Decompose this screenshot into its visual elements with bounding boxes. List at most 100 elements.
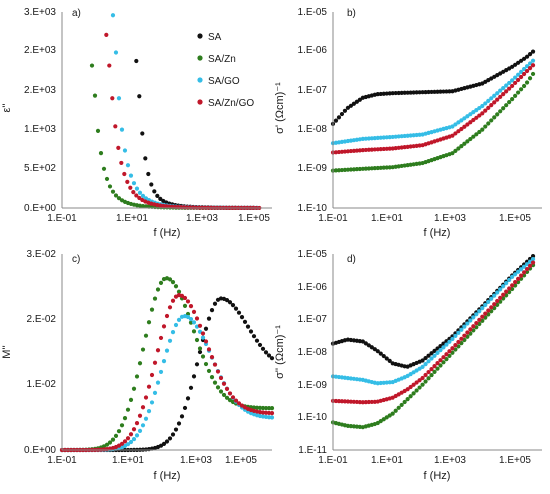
data-point-sa-go	[369, 136, 374, 141]
data-point-sa-zn-go	[450, 133, 455, 138]
data-point-sa-go	[468, 318, 473, 323]
data-point-sa-go	[521, 264, 527, 269]
data-point-sa	[263, 350, 269, 355]
data-point-sa-go	[504, 83, 509, 88]
data-point-sa-go	[152, 390, 158, 395]
data-point-sa-go	[432, 353, 437, 358]
x-tick-label: 1.E-01	[47, 455, 77, 466]
data-point-sa-zn	[152, 296, 158, 301]
data-point-sa-zn	[459, 144, 464, 149]
data-point-sa	[372, 347, 377, 352]
data-point-sa-zn	[158, 280, 164, 285]
data-point-sa-zn-go	[170, 298, 176, 303]
data-point-sa-zn	[101, 166, 107, 171]
data-point-sa	[194, 362, 200, 367]
data-point-sa-zn	[266, 405, 272, 411]
data-point-sa-zn-go	[519, 273, 524, 278]
data-point-sa-go	[465, 114, 470, 119]
data-point-sa-zn-go	[266, 410, 272, 416]
data-point-sa-zn	[113, 433, 119, 438]
data-point-sa-zn-go	[149, 372, 155, 378]
y-tick-label: 3.E-02	[27, 249, 57, 260]
data-point-sa-go	[489, 96, 494, 101]
data-point-sa-zn-go	[432, 364, 437, 369]
data-point-sa-go	[372, 136, 377, 141]
data-point-sa-go	[516, 269, 521, 274]
data-point-sa-zn	[167, 277, 173, 282]
data-point-sa-zn-go	[221, 381, 227, 386]
data-point-sa-go	[176, 317, 182, 322]
data-point-sa-zn-go	[489, 103, 494, 108]
x-tick-label: 1.E+01	[112, 455, 144, 466]
data-point-sa-go	[266, 415, 272, 420]
data-point-sa-zn	[348, 167, 354, 172]
y-tick-label: 5.E+02	[24, 163, 56, 174]
data-point-sa	[345, 105, 351, 110]
data-point-sa	[414, 90, 419, 95]
data-point-sa-zn-go	[137, 413, 143, 418]
data-point-sa-zn	[131, 386, 137, 391]
data-point-sa-zn-go	[122, 439, 128, 444]
y-tick-label: 1.E-05	[298, 7, 328, 18]
data-point-sa-go	[495, 91, 500, 96]
data-point-sa	[348, 103, 354, 108]
data-point-sa-zn	[200, 354, 206, 359]
data-point-sa-zn	[530, 71, 536, 77]
legend-marker-sa-go	[197, 77, 203, 83]
data-point-sa-zn	[110, 189, 116, 194]
y-tick-label: 1.E-05	[298, 249, 328, 260]
data-point-sa	[384, 91, 389, 96]
data-point-sa-go	[477, 105, 482, 111]
data-point-sa-zn	[110, 437, 116, 442]
panel-d-letter: d)	[347, 254, 356, 265]
data-point-sa-zn	[513, 93, 518, 98]
data-point-sa-zn-go	[477, 113, 482, 118]
data-point-sa-zn	[375, 165, 380, 171]
data-point-sa	[209, 308, 215, 313]
data-point-sa-zn-go	[426, 369, 431, 375]
data-point-sa-zn-go	[521, 270, 527, 275]
x-tick-label: 1.E-01	[47, 213, 77, 224]
data-point-sa-zn-go	[161, 324, 167, 329]
data-point-sa	[521, 56, 527, 61]
x-tick-label: 1.E+01	[116, 213, 148, 224]
data-point-sa-go	[447, 339, 452, 344]
panel-b-letter: b)	[347, 8, 356, 19]
data-point-sa-zn	[399, 402, 404, 408]
data-point-sa-zn-go	[119, 160, 124, 166]
data-point-sa-zn	[260, 405, 266, 411]
data-point-sa-zn	[408, 394, 413, 399]
data-point-sa	[197, 349, 203, 355]
data-point-sa-zn	[122, 416, 128, 421]
data-point-sa-zn-go	[125, 436, 131, 441]
data-point-sa-go	[438, 348, 443, 353]
data-point-sa	[369, 345, 374, 350]
data-point-sa-go	[146, 408, 152, 414]
y-tick-label: 1.E-06	[298, 45, 328, 56]
data-point-sa-zn	[119, 423, 125, 428]
data-point-sa	[224, 298, 230, 303]
data-point-sa-zn-go	[495, 97, 500, 102]
data-point-sa-go	[465, 321, 470, 326]
data-point-sa-zn	[453, 148, 458, 153]
data-point-sa	[149, 182, 154, 187]
data-point-sa-zn	[510, 97, 515, 102]
data-point-sa-go	[426, 359, 431, 364]
data-point-sa-go	[519, 69, 524, 74]
data-point-sa	[381, 353, 386, 359]
data-point-sa-zn-go	[366, 147, 371, 152]
data-point-sa-zn-go	[357, 399, 362, 405]
data-point-sa	[182, 405, 188, 411]
data-point-sa-zn-go	[471, 117, 476, 123]
data-point-sa	[336, 115, 342, 120]
data-point-sa-zn	[378, 165, 383, 170]
data-point-sa-zn-go	[342, 399, 348, 404]
data-point-sa-zn	[116, 196, 122, 201]
data-point-sa	[363, 341, 368, 346]
data-point-sa-zn	[113, 193, 119, 198]
data-point-sa-zn-go	[236, 401, 242, 406]
data-point-sa	[354, 99, 359, 104]
data-point-sa	[387, 358, 392, 363]
data-point-sa-zn-go	[471, 324, 476, 329]
